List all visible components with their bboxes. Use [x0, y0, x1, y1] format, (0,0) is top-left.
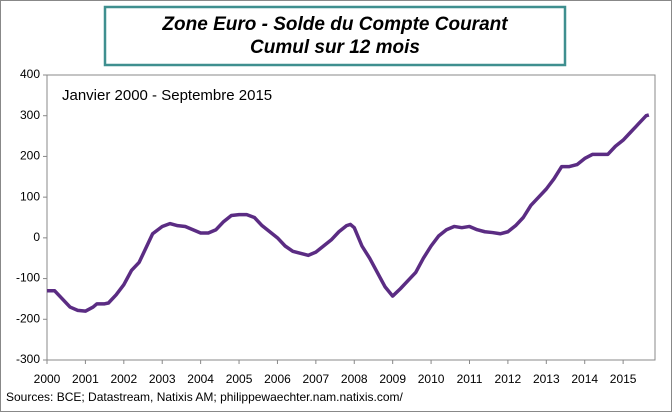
plot-area	[46, 74, 656, 361]
y-tick-label: -100	[16, 271, 40, 285]
x-tick-label: 2003	[149, 372, 176, 386]
x-tick-label: 2013	[533, 372, 560, 386]
x-tick-label: 2012	[495, 372, 522, 386]
x-tick-label: 2015	[610, 372, 637, 386]
y-tick-label: -200	[16, 311, 40, 325]
x-tick-label: 2011	[457, 372, 483, 386]
y-tick-label: 100	[20, 189, 40, 203]
x-tick-label: 2009	[379, 372, 406, 386]
x-tick-label: 2006	[264, 372, 291, 386]
source: Sources: BCE; Datastream, Natixis AM; ph…	[6, 390, 403, 404]
chart-subtitle: Cumul sur 12 mois	[250, 37, 420, 58]
title-box	[103, 5, 567, 67]
y-tick-label: 300	[20, 108, 40, 122]
x-tick-label: 2010	[418, 372, 445, 386]
x-tick-label: 2000	[34, 372, 61, 386]
x-tick-label: 2007	[303, 372, 330, 386]
x-tick-label: 2005	[226, 372, 253, 386]
y-tick-label: 200	[20, 149, 40, 163]
x-tick-label: 2014	[571, 372, 598, 386]
y-tick-label: 400	[20, 67, 40, 81]
annotation: Janvier 2000 - Septembre 2015	[62, 87, 272, 104]
chart-title: Zone Euro - Solde du Compte Courant	[161, 14, 508, 35]
y-tick-label: -300	[16, 352, 40, 366]
y-tick-label: 0	[33, 230, 40, 244]
x-tick-label: 2002	[110, 372, 137, 386]
x-tick-label: 2004	[187, 372, 214, 386]
line	[47, 113, 650, 313]
x-tick-label: 2001	[72, 372, 99, 386]
x-tick-label: 2008	[341, 372, 368, 386]
